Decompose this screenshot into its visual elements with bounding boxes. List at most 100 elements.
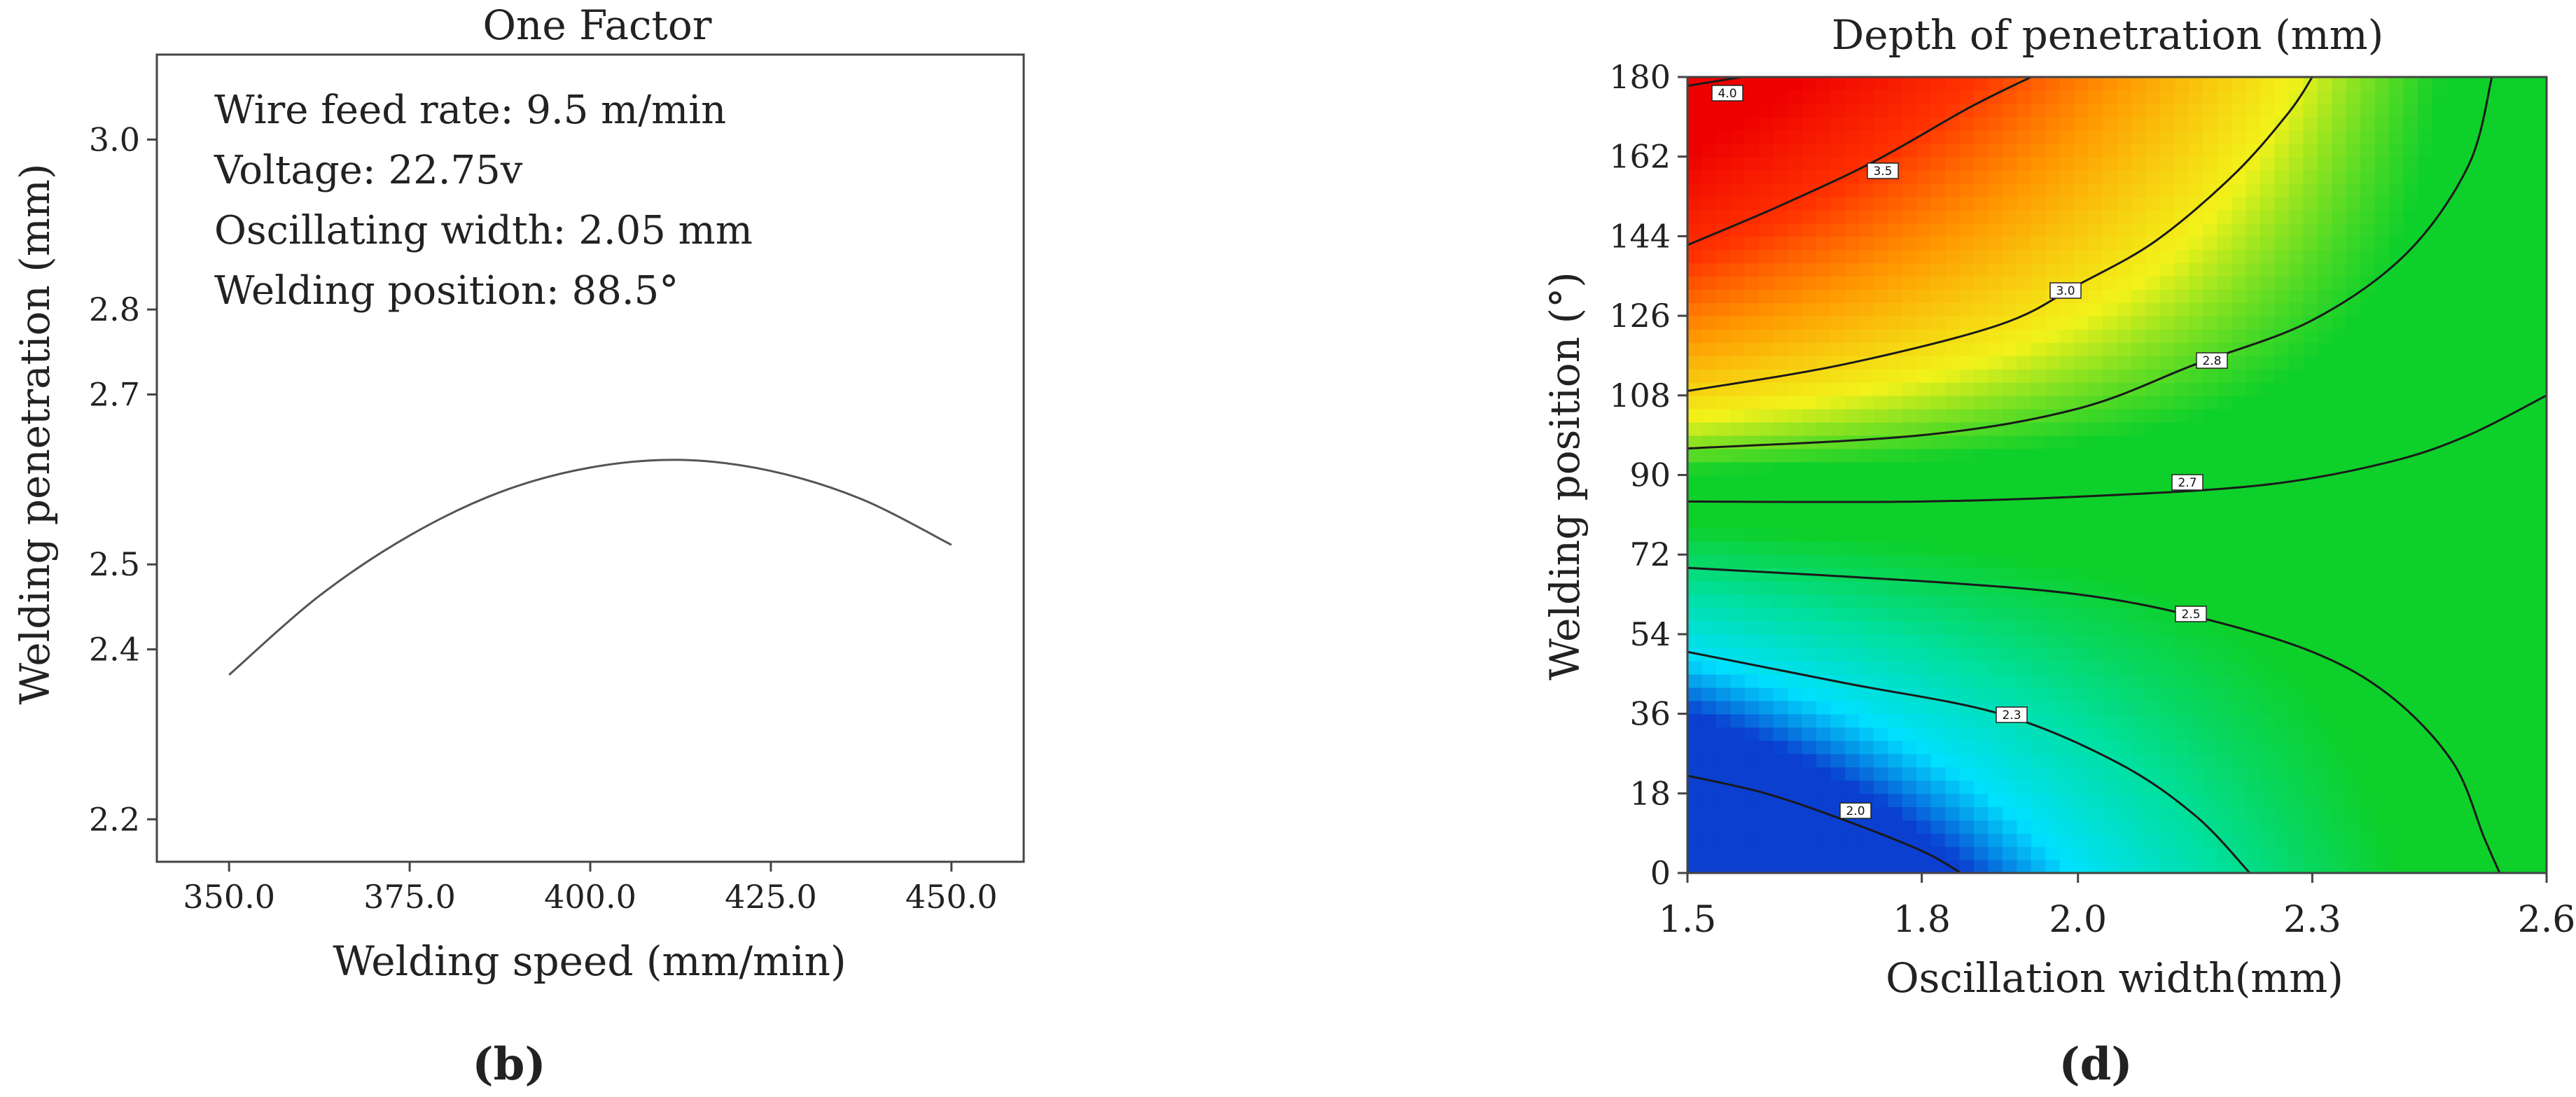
heatmap-cell <box>1916 408 1932 423</box>
heatmap-cell <box>2059 846 2075 860</box>
heatmap-cell <box>2002 116 2018 131</box>
heatmap-cell <box>2103 342 2118 356</box>
heatmap-cell <box>2532 249 2547 264</box>
heatmap-cell <box>1687 302 1703 316</box>
heatmap-cell <box>2503 103 2519 118</box>
heatmap-cell <box>2159 329 2175 343</box>
heatmap-cell <box>2503 528 2519 543</box>
heatmap-cell <box>1788 289 1803 303</box>
heatmap-cell <box>2174 249 2189 264</box>
heatmap-cell <box>2017 846 2032 860</box>
heatmap-cell <box>1859 421 1874 436</box>
heatmap-cell <box>1730 767 1746 781</box>
heatmap-cell <box>1759 249 1774 264</box>
heatmap-cell <box>1888 700 1903 715</box>
heatmap-cell <box>2432 276 2447 290</box>
heatmap-cell <box>1788 236 1803 251</box>
heatmap-cell <box>2460 767 2476 781</box>
heatmap-cell <box>2474 435 2490 449</box>
heatmap-cell <box>1916 488 1932 503</box>
heatmap-cell <box>2045 77 2061 91</box>
heatmap-cell <box>2246 209 2261 224</box>
heatmap-cell <box>1816 355 1832 370</box>
heatmap-cell <box>2460 302 2476 316</box>
heatmap-cell <box>2446 169 2462 184</box>
heatmap-cell <box>2503 236 2519 251</box>
heatmap-cell <box>2360 767 2376 781</box>
heatmap-cell <box>2417 408 2433 423</box>
heatmap-cell <box>1730 541 1746 555</box>
heatmap-cell <box>2518 169 2533 184</box>
heatmap-cell <box>1802 594 1817 608</box>
heatmap-cell <box>2260 700 2276 715</box>
heatmap-cell <box>2389 461 2404 476</box>
heatmap-cell <box>1830 608 1846 622</box>
heatmap-cell <box>1730 860 1746 874</box>
heatmap-cell <box>2446 528 2462 543</box>
heatmap-cell <box>2246 581 2261 595</box>
heatmap-cell <box>2074 421 2089 436</box>
heatmap-cell <box>1844 594 1860 608</box>
heatmap-cell <box>1902 806 1917 820</box>
heatmap-cell <box>1930 329 1946 343</box>
heatmap-cell <box>2389 780 2404 795</box>
heatmap-cell <box>2503 329 2519 343</box>
heatmap-cell <box>1816 740 1832 755</box>
heatmap-cell <box>2059 647 2075 662</box>
heatmap-cell <box>2518 541 2533 555</box>
heatmap-cell <box>1730 276 1746 290</box>
heatmap-cell <box>2518 183 2533 197</box>
heatmap-cell <box>2403 329 2418 343</box>
heatmap-cell <box>2088 276 2103 290</box>
heatmap-cell <box>1701 806 1717 820</box>
heatmap-cell <box>1802 501 1817 516</box>
heatmap-cell <box>2303 860 2318 874</box>
heatmap-cell <box>1773 77 1788 91</box>
heatmap-cell <box>2460 209 2476 224</box>
heatmap-cell <box>1902 727 1917 741</box>
heatmap-cell <box>2031 329 2047 343</box>
heatmap-cell <box>1759 408 1774 423</box>
heatmap-cell <box>1715 753 1732 768</box>
heatmap-cell <box>2103 620 2118 635</box>
heatmap-cell <box>2117 236 2132 251</box>
heatmap-cell <box>1844 713 1860 728</box>
heatmap-cell <box>2374 515 2390 529</box>
heatmap-cell <box>2131 554 2147 568</box>
heatmap-cell <box>2059 156 2075 171</box>
heatmap-cell <box>2346 368 2361 383</box>
heatmap-cell <box>1902 780 1917 795</box>
heatmap-cell <box>2332 276 2347 290</box>
heatmap-cell <box>2332 767 2347 781</box>
heatmap-cell <box>2017 382 2032 396</box>
heatmap-cell <box>2446 329 2462 343</box>
heatmap-cell <box>1744 395 1760 410</box>
heatmap-cell <box>1873 634 1889 648</box>
heatmap-cell <box>1974 90 1989 104</box>
heatmap-cell <box>2389 223 2404 237</box>
heatmap-cell <box>2131 169 2147 184</box>
heatmap-cell <box>2417 169 2433 184</box>
heatmap-cell <box>1759 753 1774 768</box>
heatmap-cell <box>2059 421 2075 436</box>
heatmap-cell <box>1902 793 1917 808</box>
heatmap-cell <box>1988 554 2003 568</box>
heatmap-cell <box>1873 342 1889 356</box>
heatmap-cell <box>2417 700 2433 715</box>
heatmap-cell <box>1974 541 1989 555</box>
heatmap-cell <box>1959 77 1975 91</box>
heatmap-cell <box>1816 620 1832 635</box>
heatmap-cell <box>1730 289 1746 303</box>
heatmap-cell <box>1715 236 1732 251</box>
heatmap-cell <box>2460 568 2476 582</box>
heatmap-cell <box>1916 461 1932 476</box>
heatmap-cell <box>2203 421 2218 436</box>
heatmap-cell <box>2274 594 2290 608</box>
heatmap-cell <box>1859 515 1874 529</box>
heatmap-cell <box>2288 196 2304 211</box>
heatmap-cell <box>2002 528 2018 543</box>
heatmap-cell <box>1844 541 1860 555</box>
heatmap-cell <box>1988 448 2003 463</box>
heatmap-cell <box>1844 77 1860 91</box>
heatmap-cell <box>2117 223 2132 237</box>
